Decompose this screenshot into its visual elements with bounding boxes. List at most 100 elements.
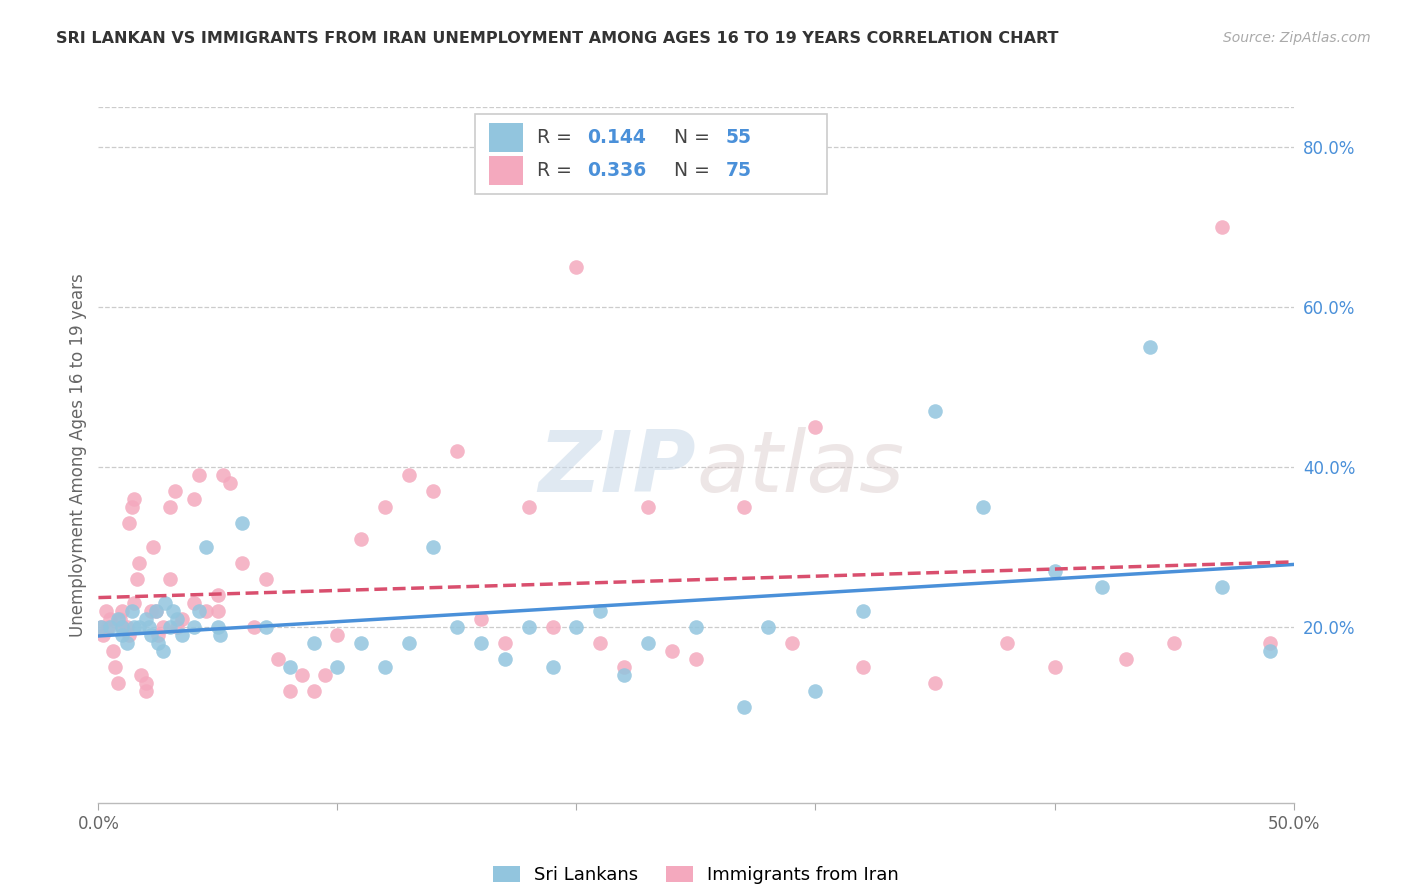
FancyBboxPatch shape [475, 114, 827, 194]
Point [804, 683, 827, 698]
Point [1211, 580, 1233, 594]
Point [148, 628, 170, 642]
Point [94, 604, 117, 618]
Point [187, 604, 209, 618]
Point [183, 596, 205, 610]
Point [589, 604, 612, 618]
Point [139, 628, 162, 642]
Point [733, 500, 755, 514]
Point [243, 620, 266, 634]
Point [804, 420, 827, 434]
Point [166, 620, 188, 634]
Point [194, 540, 218, 554]
Point [142, 540, 165, 554]
Point [172, 612, 194, 626]
Text: 75: 75 [725, 161, 752, 180]
FancyBboxPatch shape [489, 156, 523, 185]
Point [1043, 564, 1066, 578]
Point [107, 676, 129, 690]
Point [1091, 580, 1114, 594]
Point [152, 644, 174, 658]
Point [302, 683, 325, 698]
Point [172, 628, 194, 642]
Point [118, 516, 141, 530]
Point [128, 556, 150, 570]
FancyBboxPatch shape [489, 123, 523, 153]
Point [972, 500, 994, 514]
Point [124, 596, 146, 610]
Point [107, 612, 129, 626]
Text: ZIP: ZIP [538, 427, 696, 510]
Point [661, 644, 683, 658]
Point [1115, 652, 1137, 666]
Point [183, 620, 205, 634]
Point [162, 604, 184, 618]
Point [733, 699, 755, 714]
Text: N =: N = [675, 128, 716, 147]
Point [98, 620, 122, 634]
Point [115, 636, 138, 650]
Point [111, 604, 134, 618]
Point [565, 620, 588, 634]
Point [517, 620, 540, 634]
Point [97, 620, 120, 634]
Point [541, 620, 564, 634]
Point [115, 620, 138, 634]
Point [159, 620, 181, 634]
Point [589, 636, 612, 650]
Point [231, 516, 253, 530]
Point [194, 604, 218, 618]
Point [166, 612, 188, 626]
Point [1163, 636, 1185, 650]
Point [1258, 644, 1281, 658]
Point [108, 612, 131, 626]
Text: 0.144: 0.144 [588, 128, 647, 147]
Point [517, 500, 540, 514]
Point [159, 572, 181, 586]
Point [163, 483, 186, 498]
Point [254, 572, 277, 586]
Point [302, 636, 325, 650]
Point [104, 660, 127, 674]
Point [1258, 636, 1281, 650]
Y-axis label: Unemployment Among Ages 16 to 19 years: Unemployment Among Ages 16 to 19 years [69, 273, 87, 637]
Point [924, 404, 946, 418]
Point [118, 628, 141, 642]
Point [135, 683, 157, 698]
Point [637, 500, 659, 514]
Point [995, 636, 1018, 650]
Point [148, 636, 170, 650]
Point [756, 620, 779, 634]
Point [315, 668, 337, 682]
Point [209, 628, 232, 642]
Point [446, 620, 468, 634]
Point [1043, 660, 1066, 674]
Text: Source: ZipAtlas.com: Source: ZipAtlas.com [1223, 31, 1371, 45]
Point [541, 660, 564, 674]
Point [852, 660, 875, 674]
Point [470, 636, 492, 650]
Point [1211, 219, 1233, 234]
Point [780, 636, 803, 650]
Point [470, 612, 492, 626]
Point [159, 500, 181, 514]
Point [111, 620, 134, 634]
Point [1139, 340, 1161, 354]
Point [326, 628, 349, 642]
Point [267, 652, 290, 666]
Point [138, 620, 160, 634]
Point [125, 572, 148, 586]
Point [422, 540, 444, 554]
Point [139, 604, 162, 618]
Point [852, 604, 875, 618]
Point [91, 628, 114, 642]
Point [398, 467, 420, 482]
Point [152, 620, 174, 634]
Text: R =: R = [537, 128, 578, 147]
Point [98, 612, 122, 626]
Text: atlas: atlas [696, 427, 904, 510]
Point [422, 483, 444, 498]
Point [494, 652, 516, 666]
Point [187, 467, 209, 482]
Point [207, 620, 229, 634]
